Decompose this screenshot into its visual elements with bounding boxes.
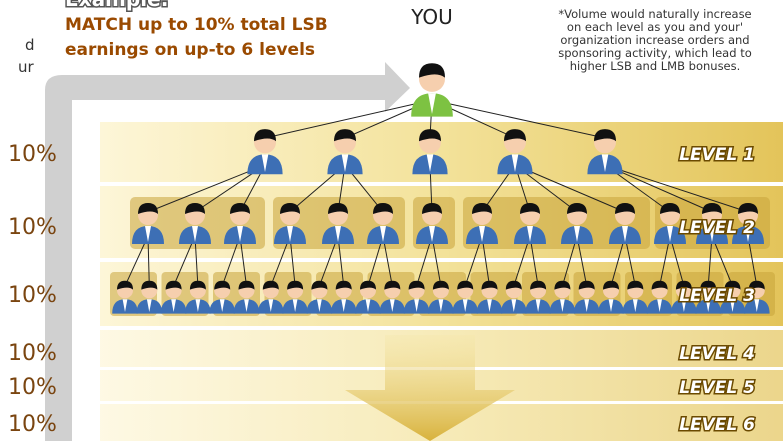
level-percent: 10% [8, 375, 57, 400]
title: Example: [65, 0, 169, 11]
person-icon [411, 63, 453, 116]
level-label: LEVEL 3 [679, 286, 755, 306]
note-line: *Volume would naturally increase [558, 7, 751, 21]
level-percent: 10% [8, 341, 57, 366]
diagram: Example: MATCH up to 10% total LSB earni… [0, 0, 783, 441]
level-label: LEVEL 2 [679, 218, 755, 238]
level-percent: 10% [8, 283, 57, 308]
level-label: LEVEL 5 [679, 378, 755, 398]
subtitle: MATCH up to 10% total LSB [65, 15, 328, 35]
cut-text: d [25, 36, 35, 54]
note-line: higher LSB and LMB bonuses. [570, 59, 741, 73]
level-label: LEVEL 1 [679, 145, 755, 165]
level-percent: 10% [8, 215, 57, 240]
level-label: LEVEL 6 [679, 415, 755, 435]
level-label: LEVEL 4 [679, 344, 755, 364]
note-line: organization increase orders and [560, 33, 749, 47]
note-line: on each level as you and your' [567, 20, 743, 34]
level-percent: 10% [8, 412, 57, 437]
cut-text: ur [18, 58, 35, 76]
subtitle: earnings on up-to 6 levels [65, 40, 315, 60]
note: *Volume would naturally increaseon each … [558, 7, 751, 73]
you-label: YOU [410, 5, 453, 29]
level-percent: 10% [8, 142, 57, 167]
note-line: sponsoring activity, which lead to [558, 46, 751, 60]
